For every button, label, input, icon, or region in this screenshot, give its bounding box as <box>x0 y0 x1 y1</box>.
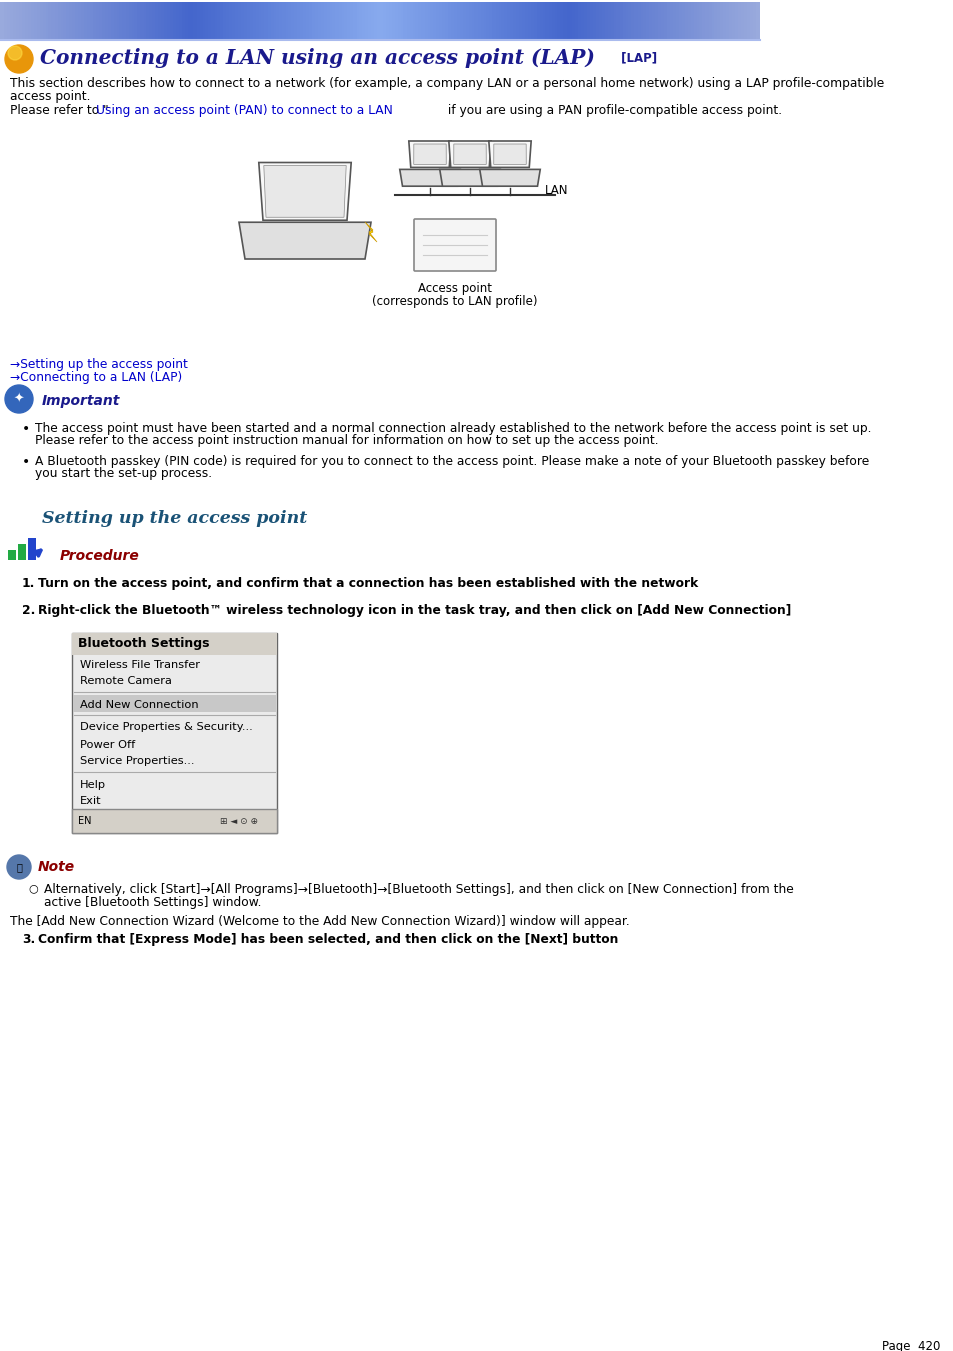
Text: Please refer to the access point instruction manual for information on how to se: Please refer to the access point instruc… <box>35 434 658 447</box>
Text: 🗒: 🗒 <box>16 862 22 871</box>
Text: [LAP]: [LAP] <box>617 51 657 65</box>
Text: (corresponds to LAN profile): (corresponds to LAN profile) <box>372 295 537 308</box>
Text: •: • <box>22 422 30 436</box>
Text: ⊞ ◄ ⊙ ⊕: ⊞ ◄ ⊙ ⊕ <box>220 816 257 825</box>
Bar <box>71 809 276 834</box>
Circle shape <box>7 855 30 880</box>
Polygon shape <box>448 141 491 168</box>
Text: A Bluetooth passkey (PIN code) is required for you to connect to the access poin: A Bluetooth passkey (PIN code) is requir… <box>35 455 868 467</box>
Text: The access point must have been started and a normal connection already establis: The access point must have been started … <box>35 422 871 435</box>
Text: Page  420: Page 420 <box>881 1340 939 1351</box>
Text: This section describes how to connect to a network (for example, a company LAN o: This section describes how to connect to… <box>10 77 883 91</box>
Polygon shape <box>409 141 451 168</box>
Polygon shape <box>488 141 531 168</box>
Polygon shape <box>479 169 539 186</box>
Text: Please refer to ": Please refer to " <box>10 104 109 118</box>
Circle shape <box>5 385 33 413</box>
Text: Alternatively, click [Start]→[All Programs]→[Bluetooth]→[Bluetooth Settings], an: Alternatively, click [Start]→[All Progra… <box>44 884 793 896</box>
Polygon shape <box>399 169 459 186</box>
Text: 1.: 1. <box>22 577 35 590</box>
Text: Device Properties & Security...: Device Properties & Security... <box>80 723 253 732</box>
Text: Help: Help <box>80 780 106 789</box>
Text: The [Add New Connection Wizard (Welcome to the Add New Connection Wizard)] windo: The [Add New Connection Wizard (Welcome … <box>10 915 629 928</box>
Text: if you are using a PAN profile-compatible access point.: if you are using a PAN profile-compatibl… <box>443 104 781 118</box>
Text: →Setting up the access point: →Setting up the access point <box>10 358 188 372</box>
Polygon shape <box>365 222 376 242</box>
Polygon shape <box>414 145 446 165</box>
Bar <box>73 694 275 712</box>
Polygon shape <box>454 145 486 165</box>
Polygon shape <box>439 169 499 186</box>
Text: Wireless File Transfer: Wireless File Transfer <box>80 659 200 670</box>
Polygon shape <box>264 166 346 218</box>
Text: Setting up the access point: Setting up the access point <box>42 509 307 527</box>
Text: →Connecting to a LAN (LAP): →Connecting to a LAN (LAP) <box>10 372 182 384</box>
Text: Connecting to a LAN using an access point (LAP): Connecting to a LAN using an access poin… <box>40 49 595 68</box>
Circle shape <box>8 46 22 59</box>
Text: 2.: 2. <box>22 604 35 617</box>
Bar <box>8 550 16 561</box>
Bar <box>18 544 26 561</box>
Polygon shape <box>239 223 371 259</box>
Bar <box>28 538 36 561</box>
Text: ✦: ✦ <box>13 393 24 405</box>
Text: Procedure: Procedure <box>60 549 139 563</box>
Text: Confirm that [Express Mode] has been selected, and then click on the [Next] butt: Confirm that [Express Mode] has been sel… <box>38 934 618 946</box>
Text: active [Bluetooth Settings] window.: active [Bluetooth Settings] window. <box>44 896 261 909</box>
Text: you start the set-up process.: you start the set-up process. <box>35 467 212 480</box>
Bar <box>71 634 276 834</box>
Text: Access point: Access point <box>417 282 492 295</box>
Text: Turn on the access point, and confirm that a connection has been established wit: Turn on the access point, and confirm th… <box>38 577 698 590</box>
Text: Bluetooth Settings: Bluetooth Settings <box>78 638 210 650</box>
Bar <box>71 634 276 655</box>
Text: 3.: 3. <box>22 934 35 946</box>
Text: Right-click the Bluetooth™ wireless technology icon in the task tray, and then c: Right-click the Bluetooth™ wireless tech… <box>38 604 790 617</box>
Polygon shape <box>258 162 351 220</box>
Text: •: • <box>22 455 30 469</box>
Text: Note: Note <box>38 861 75 874</box>
Circle shape <box>5 45 33 73</box>
Text: Remote Camera: Remote Camera <box>80 677 172 686</box>
Text: LAN: LAN <box>544 184 568 196</box>
Text: Add New Connection: Add New Connection <box>80 700 198 709</box>
Text: Service Properties...: Service Properties... <box>80 757 194 766</box>
Text: Important: Important <box>42 394 120 408</box>
Text: access point.: access point. <box>10 91 91 103</box>
Text: Exit: Exit <box>80 797 102 807</box>
Text: EN: EN <box>78 816 91 825</box>
FancyBboxPatch shape <box>414 219 496 272</box>
Text: ○: ○ <box>28 884 38 893</box>
Text: Power Off: Power Off <box>80 739 135 750</box>
Text: Using an access point (PAN) to connect to a LAN: Using an access point (PAN) to connect t… <box>96 104 393 118</box>
Polygon shape <box>494 145 526 165</box>
